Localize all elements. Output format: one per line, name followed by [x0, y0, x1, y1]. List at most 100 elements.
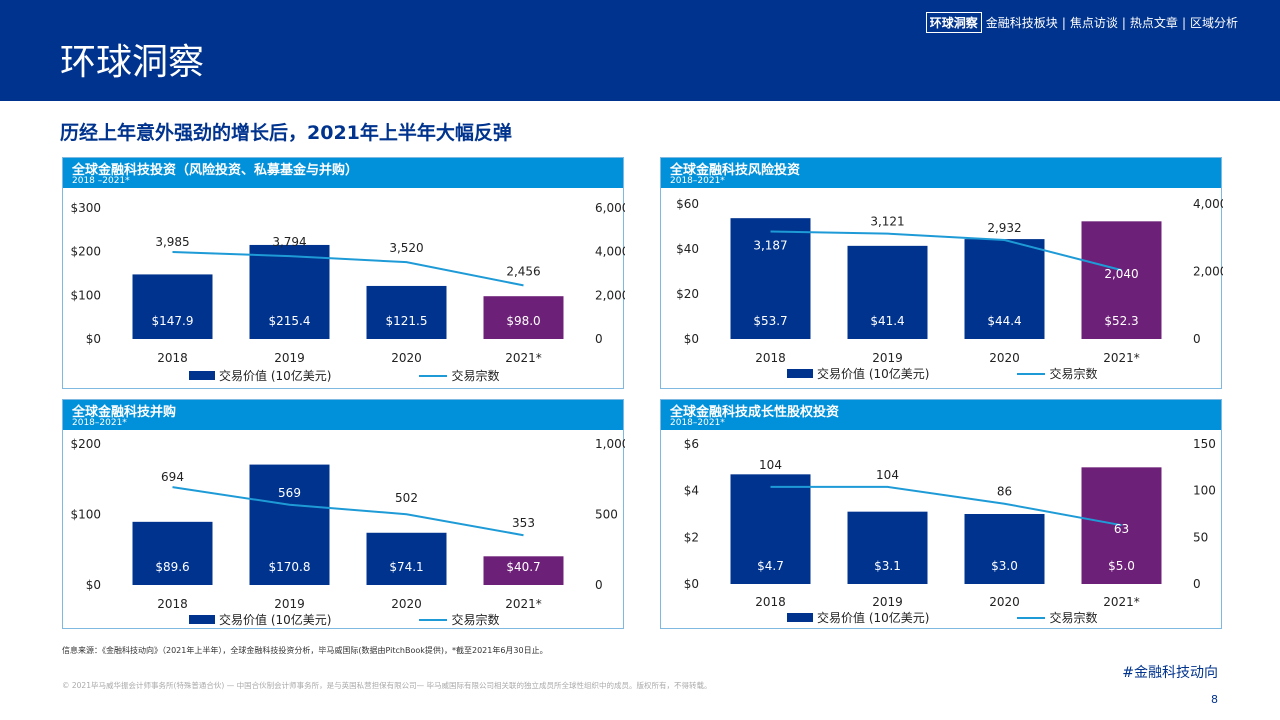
line-value-label: 502 — [395, 491, 418, 505]
series-line-deal-count — [770, 230, 1122, 272]
chart-legend: 交易价值 (10亿美元) 交易宗数 — [787, 609, 1097, 626]
y-tick-label-right: 0 — [595, 578, 603, 592]
bar — [847, 511, 928, 584]
line-value-label: 3,985 — [155, 235, 189, 249]
legend-bar-label: 交易价值 (10亿美元) — [219, 369, 332, 383]
panel-title: 全球金融科技并购 — [72, 405, 177, 420]
x-tick-label: 2020 — [989, 351, 1020, 365]
chart-panel-venture-capital: 全球金融科技风险投资 2018–2021* $0 $20 $40 $60 0 2,000 4… — [660, 157, 1223, 389]
bar-value-label: $74.1 — [389, 560, 423, 574]
panel-header: 全球金融科技成长性股权投资 2018–2021* — [661, 400, 1221, 430]
line-value-label: 3,794 — [272, 235, 306, 249]
top-navigation: 环球洞察 金融科技板块 | 焦点访谈 | 热点文章 | 区域分析 — [925, 12, 1238, 33]
nav-separator: | — [1181, 15, 1186, 30]
y-tick-label-right: 150 — [1193, 437, 1216, 451]
line-value-label: 3,520 — [389, 241, 423, 255]
y-tick-label-right: 100 — [1193, 484, 1216, 498]
nav-item-fintech-sector[interactable]: 金融科技板块 — [985, 16, 1058, 30]
nav-item-active[interactable]: 环球洞察 — [925, 12, 982, 33]
line-value-label: 353 — [512, 516, 535, 530]
y-tick-label-left: $0 — [86, 578, 101, 592]
panel-header: 全球金融科技投资（风险投资、私募基金与并购） 2018 –2021* — [63, 158, 623, 188]
y-tick-label-left: $6 — [684, 437, 699, 451]
y-tick-label-right: 50 — [1193, 530, 1208, 544]
legend-bar-swatch — [787, 369, 813, 378]
source-note: 信息来源：《金融科技动向》（2021年上半年），全球金融科技投资分析，毕马威国际… — [62, 646, 548, 655]
legend-line-swatch — [419, 374, 448, 377]
x-tick-label: 2021* — [1103, 595, 1140, 609]
line-value-label: 569 — [278, 486, 301, 500]
x-tick-label: 2020 — [391, 351, 422, 365]
series-line-deal-count — [770, 485, 1122, 527]
y-tick-label-left: $300 — [70, 201, 101, 215]
nav-item-articles[interactable]: 热点文章 — [1129, 16, 1178, 30]
line-value-label: 3,187 — [753, 238, 787, 252]
y-tick-label-left: $100 — [70, 288, 101, 302]
x-tick-label: 2018 — [157, 597, 188, 611]
y-tick-label-right: 0 — [1193, 577, 1201, 591]
hashtag-link[interactable]: #金融科技动向 — [1122, 665, 1218, 681]
panel-title: 全球金融科技投资（风险投资、私募基金与并购） — [72, 163, 359, 178]
x-tick-label: 2021* — [1103, 351, 1140, 365]
y-tick-label-right: 1,000 — [595, 437, 625, 451]
bar-value-label: $215.4 — [269, 314, 311, 328]
panel-subtitle: 2018–2021* — [670, 176, 725, 186]
bar — [483, 296, 564, 339]
bar-value-label: $53.7 — [753, 314, 787, 328]
y-tick-label-left: $100 — [70, 508, 101, 522]
panel-subtitle: 2018–2021* — [670, 418, 725, 428]
x-tick-label: 2019 — [872, 595, 903, 609]
copyright-note: © 2021毕马威华振会计师事务所(特殊普通合伙) — 中国合伙制会计师事务所，… — [62, 681, 712, 690]
legend-bar-label: 交易价值 (10亿美元) — [219, 613, 332, 627]
bar-value-label: $3.0 — [991, 559, 1018, 573]
bar — [132, 274, 213, 339]
line-value-label: 3,121 — [870, 215, 904, 229]
series-line-deal-count — [172, 486, 524, 537]
x-tick-label: 2020 — [391, 597, 422, 611]
bar-value-label: $40.7 — [506, 560, 540, 574]
slide-subtitle: 历经上年意外强劲的增长后，2021年上半年大幅反弹 — [60, 122, 512, 144]
x-tick-label: 2021* — [505, 597, 542, 611]
panel-subtitle: 2018 –2021* — [72, 176, 130, 186]
series-line-deal-count — [172, 250, 524, 287]
x-tick-label: 2019 — [274, 351, 305, 365]
chart-legend: 交易价值 (10亿美元) 交易宗数 — [189, 611, 499, 628]
y-tick-label-left: $0 — [684, 577, 699, 591]
y-tick-label-left: $0 — [86, 332, 101, 346]
chart-svg: $0 $100 $200 $300 0 2,000 4,000 6,000 $147.9 $215… — [70, 201, 625, 365]
bar — [1081, 467, 1162, 584]
y-tick-label-left: $20 — [676, 287, 699, 301]
x-tick-label: 2018 — [755, 595, 786, 609]
y-tick-label-left: $40 — [676, 242, 699, 256]
y-tick-label-right: 4,000 — [1193, 197, 1223, 211]
panel-subtitle: 2018–2021* — [72, 418, 127, 428]
nav-item-interviews[interactable]: 焦点访谈 — [1069, 16, 1118, 30]
nav-item-regional[interactable]: 区域分析 — [1189, 16, 1238, 30]
top-banner: 环球洞察 环球洞察 金融科技板块 | 焦点访谈 | 热点文章 | 区域分析 — [0, 0, 1280, 101]
legend-bar-swatch — [189, 371, 215, 380]
y-tick-label-right: 6,000 — [595, 201, 625, 215]
panel-header: 全球金融科技并购 2018–2021* — [63, 400, 623, 430]
legend-line-label: 交易宗数 — [1049, 611, 1098, 625]
bar-value-label: $121.5 — [386, 314, 428, 328]
bar — [730, 474, 811, 584]
bar-value-label: $41.4 — [870, 314, 904, 328]
legend-bar-label: 交易价值 (10亿美元) — [817, 611, 930, 625]
chart-legend: 交易价值 (10亿美元) 交易宗数 — [189, 367, 499, 384]
legend-bar-swatch — [787, 613, 813, 622]
legend-line-label: 交易宗数 — [451, 369, 500, 383]
legend-line-swatch — [419, 618, 448, 621]
bar — [366, 285, 447, 339]
legend-line-label: 交易宗数 — [451, 613, 500, 627]
bar — [249, 244, 330, 339]
x-tick-label: 2019 — [872, 351, 903, 365]
line-value-label: 694 — [161, 470, 184, 484]
line-value-label: 63 — [1114, 522, 1129, 536]
panel-title: 全球金融科技成长性股权投资 — [670, 405, 840, 420]
nav-separator: | — [1121, 15, 1126, 30]
y-tick-label-right: 2,000 — [1193, 265, 1223, 279]
bar-value-label: $5.0 — [1108, 559, 1135, 573]
bar — [483, 556, 564, 585]
x-tick-label: 2021* — [505, 351, 542, 365]
bar-value-label: $98.0 — [506, 314, 540, 328]
